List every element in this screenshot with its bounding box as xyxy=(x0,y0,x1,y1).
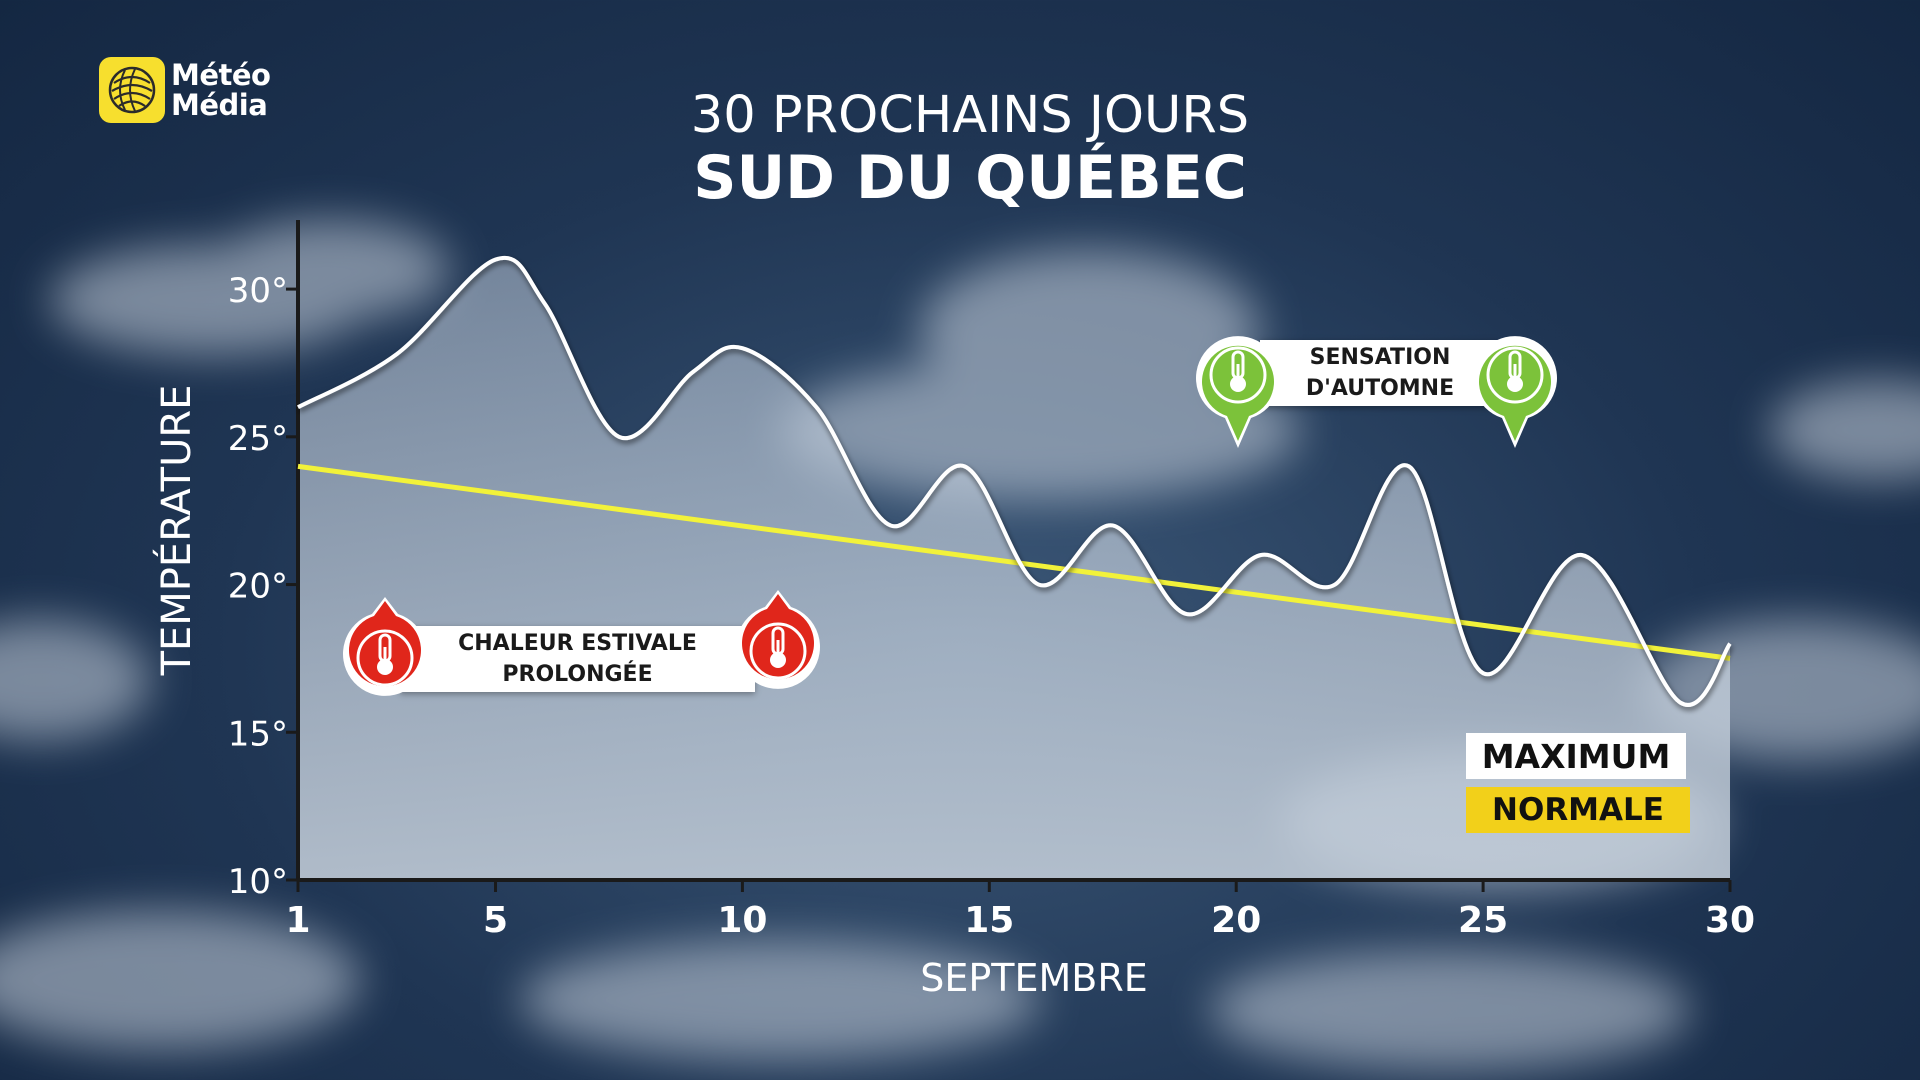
y-tick-label: 15° xyxy=(228,714,288,754)
callout-cool-line-2: D'AUTOMNE xyxy=(1305,376,1455,401)
y-tick-label: 10° xyxy=(228,862,288,902)
y-tick-label: 30° xyxy=(228,271,288,311)
x-tick-label: 10 xyxy=(717,900,767,941)
page-title: 30 PROCHAINS JOURS xyxy=(690,86,1250,145)
meteomedia-logo: Météo Média xyxy=(99,57,271,123)
x-tick-label: 5 xyxy=(483,900,508,941)
page-subtitle: SUD DU QUÉBEC xyxy=(693,143,1247,213)
x-tick-label: 30 xyxy=(1705,900,1755,941)
logo-globe-icon xyxy=(99,57,165,123)
callout-hot-line-1: CHALEUR ESTIVALE xyxy=(458,631,697,656)
thermometer-icon xyxy=(343,597,427,696)
x-tick-label: 20 xyxy=(1211,900,1261,941)
callout-cool-banner: SENSATION D'AUTOMNE xyxy=(1260,340,1500,406)
legend-maximum: MAXIMUM xyxy=(1466,733,1686,779)
x-axis-label: SEPTEMBRE xyxy=(920,956,1148,1000)
x-tick-label: 25 xyxy=(1458,900,1508,941)
thermometer-icon xyxy=(1196,336,1280,448)
logo-line-2: Média xyxy=(171,88,268,122)
callout-cool-line-1: SENSATION xyxy=(1309,345,1451,370)
y-tick-label: 20° xyxy=(228,567,288,607)
callout-hot-banner: CHALEUR ESTIVALE PROLONGÉE xyxy=(400,626,755,692)
thermometer-icon xyxy=(736,590,820,689)
series-line-maximum xyxy=(297,255,1732,707)
maximum-area-fill xyxy=(298,257,1730,880)
callout-hot-line-2: PROLONGÉE xyxy=(502,662,653,687)
logo-wordmark: Météo Média xyxy=(171,58,271,122)
y-tick-label: 25° xyxy=(228,419,288,459)
logo-line-1: Météo xyxy=(171,58,271,92)
series-line-normale xyxy=(297,463,1731,661)
thermometer-icon xyxy=(1473,336,1557,448)
x-tick-label: 15 xyxy=(964,900,1014,941)
legend-normale: NORMALE xyxy=(1466,787,1690,833)
x-tick-label: 1 xyxy=(285,900,310,941)
y-axis-label: TEMPÉRATURE xyxy=(152,385,200,677)
